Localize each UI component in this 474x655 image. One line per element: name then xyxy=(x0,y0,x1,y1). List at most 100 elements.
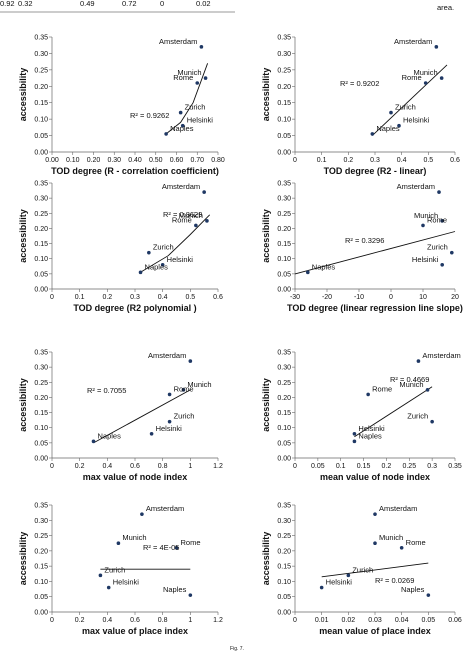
r-squared: R² = 4E-05 xyxy=(143,543,179,552)
x-tick-label: 0.05 xyxy=(311,463,325,470)
x-tick-label: 0.00 xyxy=(45,157,59,164)
y-tick-label: 0.30 xyxy=(277,196,291,203)
point-label: Zurich xyxy=(427,243,448,252)
y-tick-label: 0.05 xyxy=(34,133,48,140)
x-tick-label: 0.1 xyxy=(75,294,85,301)
point-label: Helsinki xyxy=(403,116,430,125)
y-tick-label: 0.15 xyxy=(34,100,48,107)
data-point xyxy=(174,546,179,550)
y-tick-label: 0.30 xyxy=(277,51,291,58)
point-label: Rome xyxy=(372,384,392,393)
point-label: Munich xyxy=(414,211,438,220)
y-axis-label: accessibility xyxy=(261,68,271,122)
point-label: Munich xyxy=(413,68,437,77)
y-tick-label: 0.35 xyxy=(34,350,48,357)
y-tick-label: 0.30 xyxy=(277,518,291,525)
data-point xyxy=(421,223,425,228)
r-squared: R² = 0.9262 xyxy=(130,111,169,120)
y-tick-label: 0.30 xyxy=(277,365,291,372)
x-tick-label: 0.2 xyxy=(75,463,85,470)
trendline xyxy=(321,562,429,578)
y-axis-label: accessibility xyxy=(18,378,28,432)
y-tick-label: 0.30 xyxy=(34,518,48,525)
data-point xyxy=(195,81,200,85)
point-label: Helsinki xyxy=(358,424,385,433)
point-label: Naples xyxy=(401,585,425,594)
point-label: Helsinki xyxy=(156,424,183,433)
y-tick-label: 0.20 xyxy=(277,395,291,402)
y-tick-label: 0.15 xyxy=(277,410,291,417)
data-point xyxy=(205,219,209,223)
r-squared: R² = 0.9202 xyxy=(340,79,379,88)
data-point xyxy=(203,76,208,80)
x-tick-label: 0.6 xyxy=(130,463,140,470)
y-tick-label: 0.25 xyxy=(34,211,48,218)
data-point xyxy=(346,573,351,578)
point-label: Munich xyxy=(379,533,403,542)
y-tick-label: 0.15 xyxy=(34,241,48,248)
data-point xyxy=(434,45,439,49)
trendline xyxy=(165,63,209,135)
data-point xyxy=(98,573,103,578)
y-tick-label: 0.15 xyxy=(34,564,48,571)
data-point xyxy=(116,541,121,546)
data-point xyxy=(91,439,96,444)
y-tick-label: 0.20 xyxy=(34,548,48,555)
y-tick-label: 0.15 xyxy=(277,564,291,571)
point-label: Amsterdam xyxy=(162,182,200,191)
y-axis-label: accessibility xyxy=(18,68,28,122)
x-tick-label: 0.70 xyxy=(190,157,204,164)
table-cell: 0.49 xyxy=(80,0,95,8)
point-label: Zurich xyxy=(352,565,373,574)
point-label: Rome xyxy=(427,215,447,224)
point-label: Helsinki xyxy=(167,255,194,264)
y-tick-label: 0.20 xyxy=(277,226,291,233)
x-tick-label: 0.2 xyxy=(75,617,85,624)
point-label: Zurich xyxy=(174,412,195,421)
y-tick-label: 0.05 xyxy=(34,440,48,447)
x-axis-label: TOD degree (R2 - linear) xyxy=(324,166,427,176)
point-label: Zurich xyxy=(104,565,125,574)
y-tick-label: 0.10 xyxy=(277,256,291,263)
x-tick-label: 0.8 xyxy=(158,617,168,624)
x-tick-label: 0.30 xyxy=(107,157,121,164)
x-tick-label: 0.40 xyxy=(128,157,142,164)
x-tick-label: 1.2 xyxy=(213,617,223,624)
table-cell: 0.92 xyxy=(0,0,15,8)
y-tick-label: 0.20 xyxy=(34,226,48,233)
point-label: Zurich xyxy=(185,103,206,112)
y-tick-label: 0.00 xyxy=(277,456,291,463)
x-tick-label: 0.4 xyxy=(102,463,112,470)
y-axis-label: accessibility xyxy=(18,532,28,586)
point-label: Naples xyxy=(312,262,336,271)
point-label: Naples xyxy=(163,585,187,594)
point-label: Helsinki xyxy=(187,116,214,125)
y-tick-label: 0.35 xyxy=(34,503,48,510)
point-label: Rome xyxy=(174,384,194,393)
x-tick-label: 20 xyxy=(451,294,459,301)
table-cell: 0.32 xyxy=(18,0,33,8)
x-tick-label: 0.1 xyxy=(317,157,327,164)
data-point xyxy=(178,110,183,115)
x-tick-label: 1 xyxy=(188,463,192,470)
y-tick-label: 0.35 xyxy=(277,350,291,357)
x-tick-label: 0.3 xyxy=(427,463,437,470)
y-tick-label: 0.00 xyxy=(34,287,48,294)
x-tick-label: 0.2 xyxy=(382,463,392,470)
y-tick-label: 0.20 xyxy=(277,84,291,91)
point-label: Amsterdam xyxy=(394,37,432,46)
x-tick-label: 0.6 xyxy=(213,294,223,301)
data-point xyxy=(167,419,172,424)
x-tick-label: 0.3 xyxy=(370,157,380,164)
y-tick-label: 0.35 xyxy=(277,503,291,510)
y-tick-label: 0.10 xyxy=(277,579,291,586)
x-axis-label: TOD degree (R - correlation coefficient) xyxy=(51,166,219,176)
y-tick-label: 0.05 xyxy=(34,594,48,601)
x-tick-label: 0.02 xyxy=(342,617,356,624)
x-tick-label: 0.06 xyxy=(448,617,462,624)
y-tick-label: 0.35 xyxy=(277,181,291,188)
y-tick-label: 0.10 xyxy=(34,256,48,263)
y-tick-label: 0.30 xyxy=(34,196,48,203)
data-point xyxy=(352,439,357,444)
data-point xyxy=(416,359,421,363)
